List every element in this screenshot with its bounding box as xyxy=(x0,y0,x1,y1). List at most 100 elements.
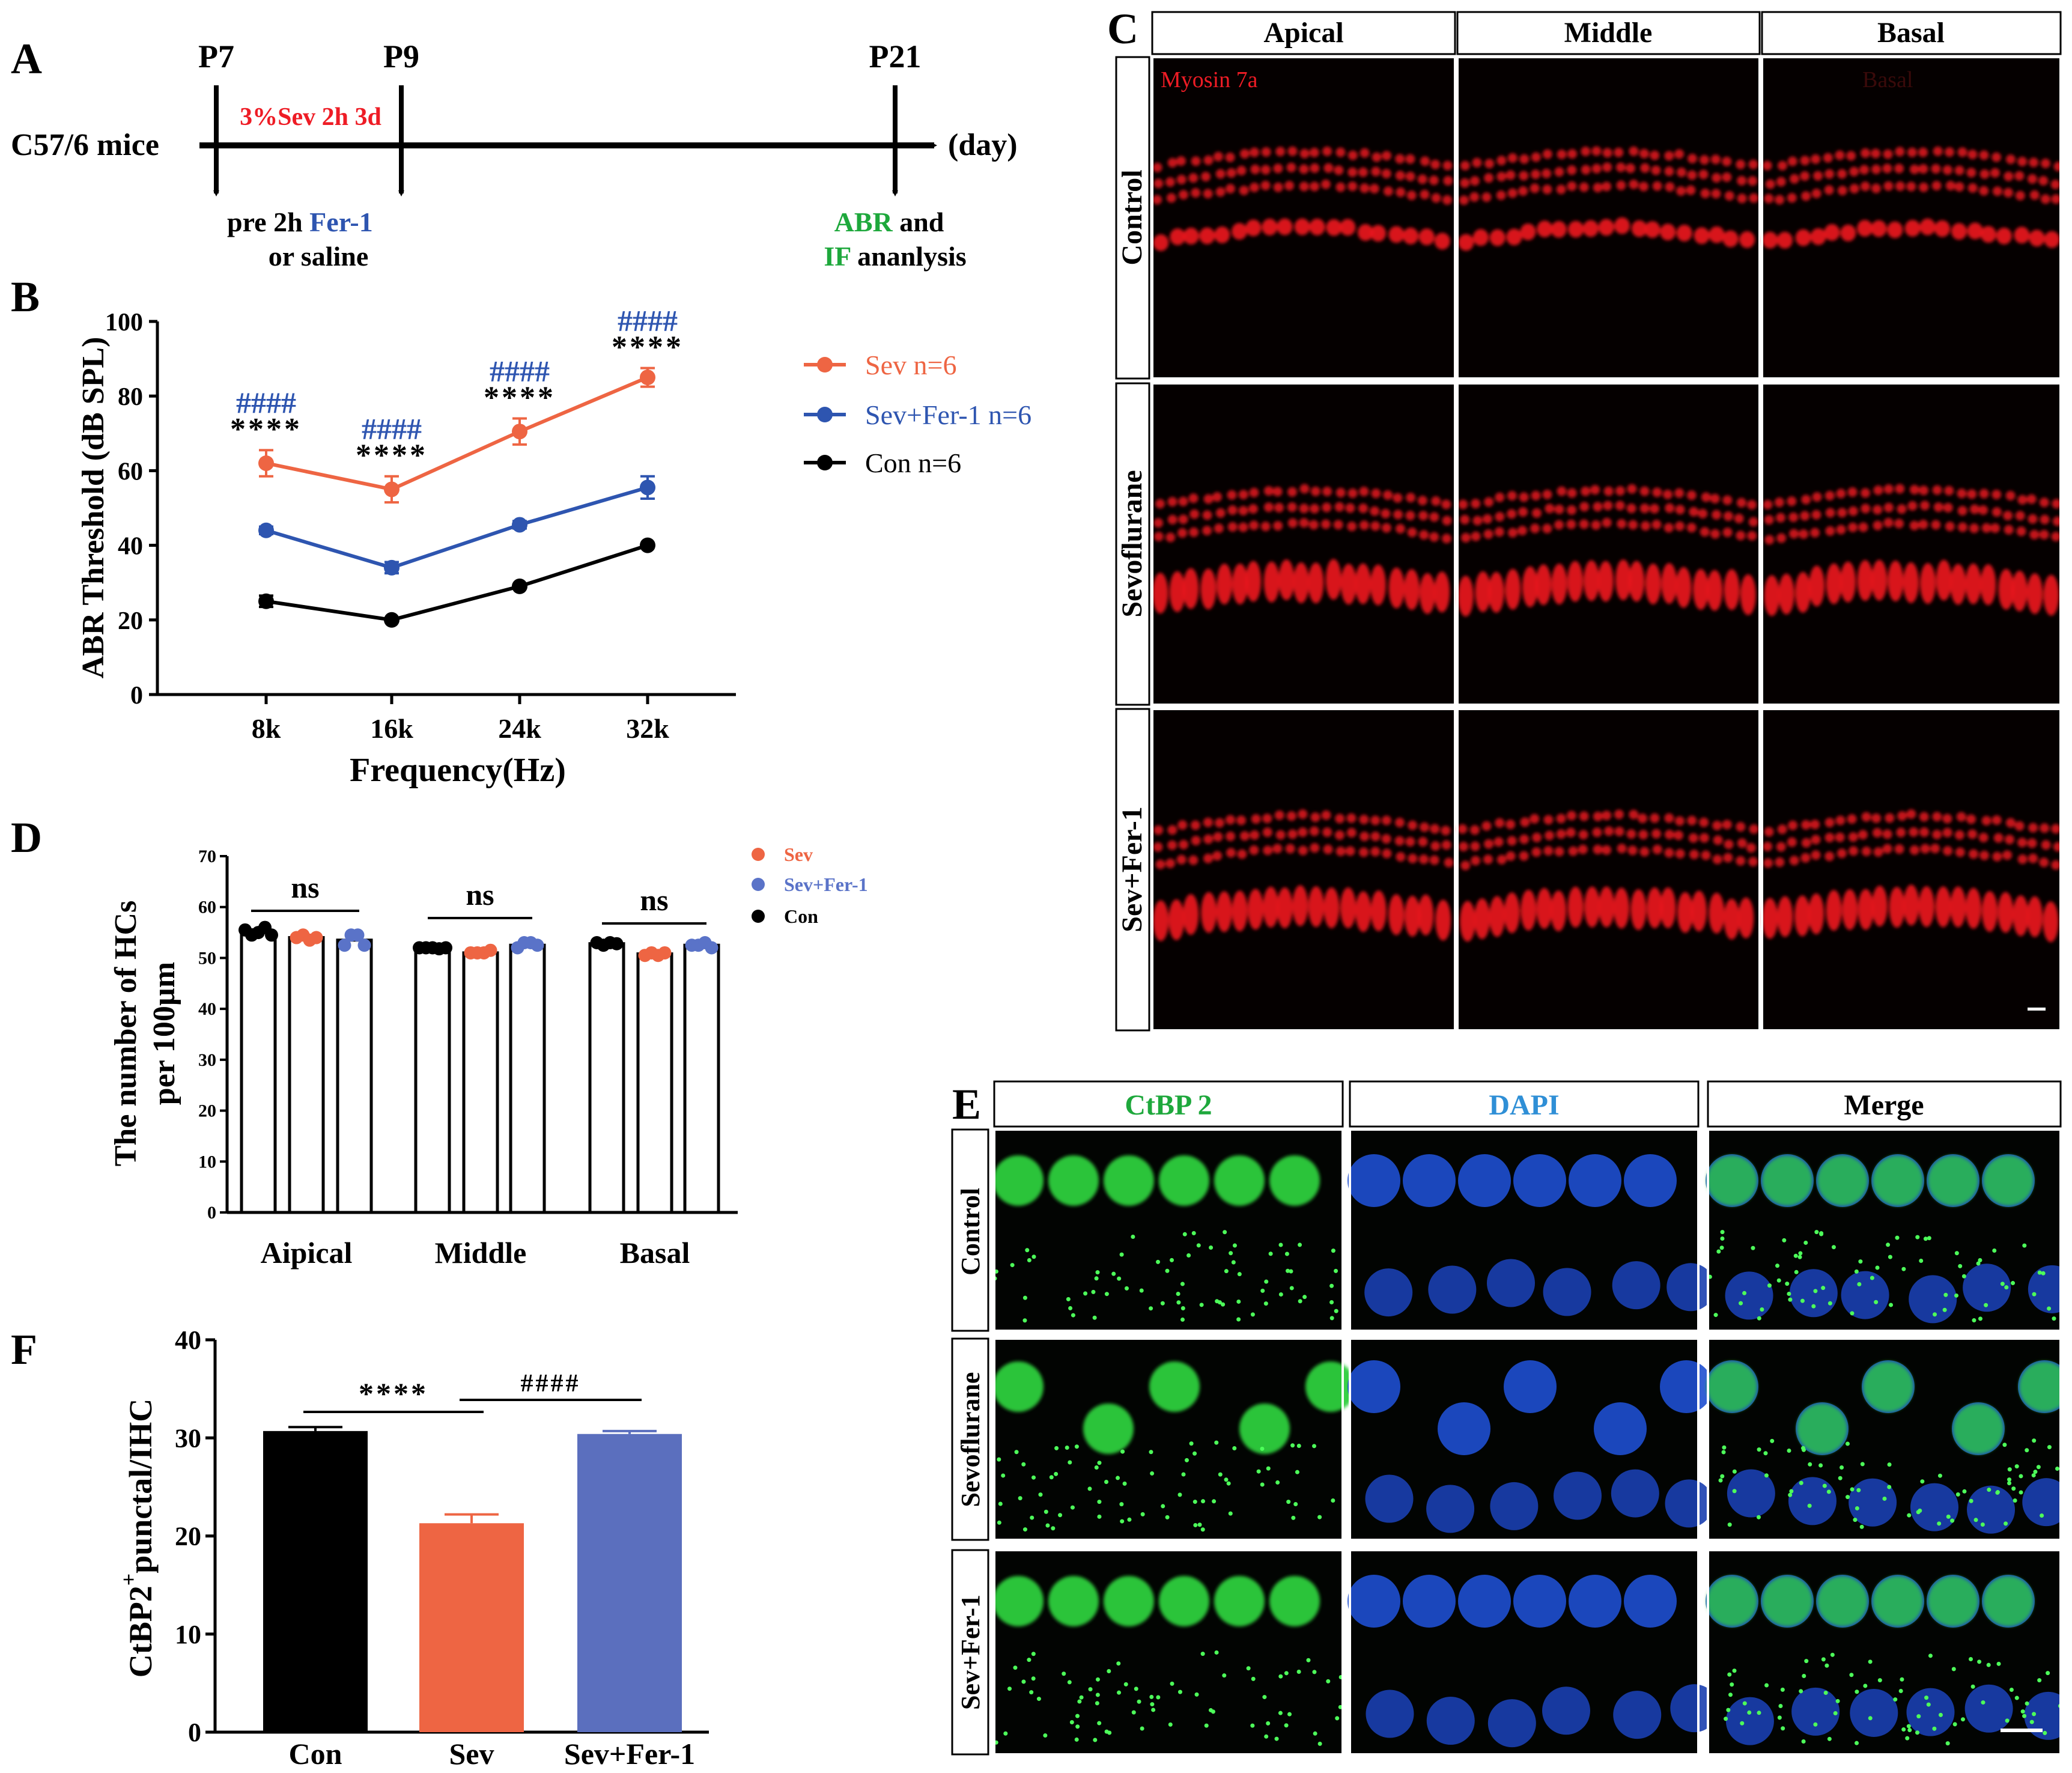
if-label: IF xyxy=(824,241,850,272)
tile-border xyxy=(1761,708,2061,1030)
d-data-point xyxy=(439,941,452,955)
b-stars: **** xyxy=(230,412,302,446)
b-x-tick-label: 32k xyxy=(626,713,669,744)
d-y-tick-label: 40 xyxy=(198,999,216,1019)
d-legend-marker xyxy=(752,910,765,923)
pretreatment-alt: or saline xyxy=(269,241,369,272)
e-rowlabel-box-sevoflurane xyxy=(951,1337,989,1541)
b-legend-label: Con n=6 xyxy=(865,448,961,478)
pretreatment-drug: Fer-1 xyxy=(309,207,373,237)
d-x-ticks: Aipical Middle Basal xyxy=(261,1236,690,1270)
hair-cell-cluster xyxy=(1153,809,1454,941)
myosin-tile xyxy=(1762,709,2061,1030)
f-y-tick-label: 10 xyxy=(175,1620,201,1649)
d-bar xyxy=(462,951,499,1214)
d-y-tick-label: 50 xyxy=(198,948,216,968)
c-scale-bar xyxy=(2028,1008,2046,1011)
panel-label-d: D xyxy=(11,814,42,862)
b-series-line xyxy=(266,485,648,570)
f-y-label: CtBP2+punctal/IHC xyxy=(117,1399,159,1678)
myosin-tile xyxy=(1762,383,2061,705)
hair-cell-cluster xyxy=(1457,484,1758,617)
f-x-tick-label: Sev+Fer-1 xyxy=(564,1737,695,1771)
d-bar xyxy=(336,938,373,1214)
b-legend-label: Sev n=6 xyxy=(865,350,956,380)
c-rowlabel-box-sevoflurane xyxy=(1115,382,1150,706)
panel-label-e: E xyxy=(952,1080,981,1128)
nucleus-cluster xyxy=(1347,1575,1719,1748)
e-header-ctbp2 xyxy=(993,1080,1344,1128)
b-data-point xyxy=(384,559,400,576)
d-data-point xyxy=(610,937,624,950)
c-header-basal xyxy=(1761,11,2062,55)
c-faint-label: Basal xyxy=(1862,67,1913,93)
d-y-tick-label: 20 xyxy=(198,1101,216,1121)
b-data-point xyxy=(258,522,274,538)
b-significance: ****####****####****####****#### xyxy=(230,304,681,473)
d-legend-label: Con xyxy=(784,905,818,927)
e-col-ctbp2: CtBP 2 xyxy=(1125,1089,1212,1121)
hair-cell-cluster xyxy=(1762,809,2061,943)
d-data-point xyxy=(658,946,672,959)
d-y-ticks: 0 10 20 30 40 50 60 70 xyxy=(198,847,227,1223)
b-series-line xyxy=(266,543,648,622)
d-bar xyxy=(288,936,325,1214)
d-legend-label: Sev xyxy=(784,844,813,865)
b-x-tick-label: 16k xyxy=(370,713,413,744)
e-rowlabel-box-fer1 xyxy=(951,1549,989,1756)
f-x-tick-label: Con xyxy=(289,1737,342,1771)
b-x-label: Frequency(Hz) xyxy=(350,752,566,789)
b-x-tick-label: 24k xyxy=(498,713,541,744)
c-col-middle: Middle xyxy=(1564,17,1653,49)
d-data-point xyxy=(338,938,351,952)
d-y-tick-label: 30 xyxy=(198,1050,216,1070)
d-data-point xyxy=(484,943,497,957)
hair-cell-cluster xyxy=(1152,146,1453,251)
b-legend-marker xyxy=(817,357,833,373)
f-bar xyxy=(419,1523,524,1732)
hair-cell-cluster xyxy=(1762,146,2061,249)
f-x-tick-label: Sev xyxy=(449,1737,494,1771)
e-col-dapi: DAPI xyxy=(1489,1089,1559,1121)
ctbp2-micrograph-grid: CtBP 2 DAPI Merge Control Sevoflurane Se… xyxy=(951,1080,2062,1756)
nucleus-cluster xyxy=(1706,1154,2061,1324)
c-row-fer1: Sev+Fer-1 xyxy=(1116,806,1148,932)
d-ns-label: ns xyxy=(640,883,668,917)
pretreatment-prefix: pre 2h xyxy=(227,207,309,237)
b-series-line xyxy=(266,376,649,491)
hair-cell-cluster xyxy=(1152,484,1452,614)
d-legend-marker xyxy=(752,878,765,891)
myosin-tile xyxy=(1152,709,1455,1030)
timeline-unit: (day) xyxy=(948,128,1018,162)
day-p7: P7 xyxy=(198,38,234,75)
b-legend: Sev n=6 Sev+Fer-1 n=6 Con n=6 xyxy=(804,350,1031,478)
b-y-label: ABR Threshold (dB SPL) xyxy=(76,337,111,679)
nucleus-cluster xyxy=(994,1155,1338,1323)
b-data-point xyxy=(258,593,274,609)
pretreatment-label: pre 2h Fer-1 xyxy=(227,207,373,237)
tile-border xyxy=(1349,1337,1700,1541)
d-y-tick-label: 60 xyxy=(198,898,216,917)
d-data-point xyxy=(265,928,278,942)
b-y-tick-label: 100 xyxy=(105,309,143,336)
tile-border xyxy=(1152,57,1456,380)
d-y-label-line2: per 100µm xyxy=(147,962,181,1105)
f-bar xyxy=(577,1434,682,1732)
b-series xyxy=(258,366,655,628)
tile-border xyxy=(1707,1549,2061,1754)
c-col-apical: Apical xyxy=(1263,17,1343,49)
myosin-tile xyxy=(1152,57,1455,379)
c-header-middle xyxy=(1456,11,1761,55)
panel-label-c: C xyxy=(1107,5,1138,53)
f-y-label-main: CtBP2 xyxy=(123,1586,159,1677)
c-rowlabel-box-control xyxy=(1115,56,1150,380)
d-x-tick-label: Aipical xyxy=(261,1236,353,1270)
d-y-tick-label: 10 xyxy=(198,1152,216,1172)
e-row-sevoflurane: Sevoflurane xyxy=(956,1372,985,1507)
b-data-point xyxy=(640,537,655,553)
d-bar xyxy=(636,952,673,1214)
ctbp2-chart: 0 10 20 30 40 Con Sev Sev+Fer-1 **** #### CtBP2… xyxy=(117,1325,709,1771)
b-x-tick-label: 8k xyxy=(252,713,281,744)
